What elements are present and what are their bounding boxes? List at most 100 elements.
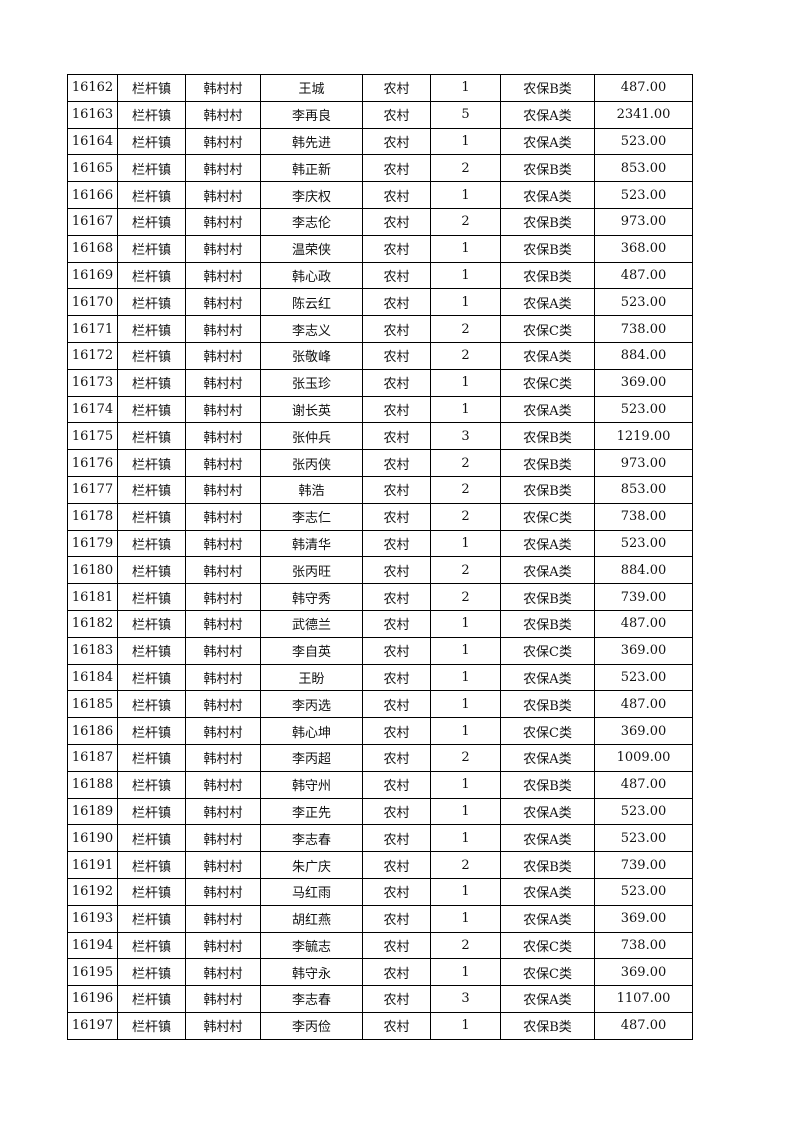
cell-name: 张丙旺 <box>260 556 363 585</box>
cell-row-id: 16172 <box>67 341 118 370</box>
cell-name: 张玉珍 <box>260 368 363 397</box>
cell-town: 栏杆镇 <box>117 74 186 102</box>
cell-row-id: 16196 <box>67 985 118 1013</box>
cell-village: 韩村村 <box>185 315 261 343</box>
cell-village: 韩村村 <box>185 74 261 102</box>
cell-village: 韩村村 <box>185 824 261 853</box>
cell-insurance-type: 农保C类 <box>500 502 595 531</box>
table-row: 16183 栏杆镇 韩村村 李自英 农村 1 农保C类 369.00 <box>67 636 693 665</box>
cell-household-count: 1 <box>430 797 501 826</box>
cell-name: 韩守州 <box>260 770 363 799</box>
cell-row-id: 16186 <box>67 717 118 745</box>
cell-town: 栏杆镇 <box>117 717 186 745</box>
table-row: 16182 栏杆镇 韩村村 武德兰 农村 1 农保B类 487.00 <box>67 609 693 638</box>
cell-name: 李丙超 <box>260 743 363 772</box>
cell-row-id: 16164 <box>67 127 118 156</box>
cell-household-count: 2 <box>430 583 501 611</box>
cell-village: 韩村村 <box>185 609 261 638</box>
cell-category: 农村 <box>362 583 431 611</box>
cell-village: 韩村村 <box>185 797 261 826</box>
cell-insurance-type: 农保A类 <box>500 797 595 826</box>
cell-town: 栏杆镇 <box>117 127 186 156</box>
cell-insurance-type: 农保B类 <box>500 207 595 236</box>
cell-row-id: 16175 <box>67 422 118 451</box>
table-row: 16188 栏杆镇 韩村村 韩守州 农村 1 农保B类 487.00 <box>67 770 693 799</box>
cell-name: 韩浩 <box>260 475 363 504</box>
cell-amount: 853.00 <box>594 154 693 183</box>
cell-insurance-type: 农保C类 <box>500 958 595 987</box>
cell-town: 栏杆镇 <box>117 583 186 611</box>
table-row: 16190 栏杆镇 韩村村 李志春 农村 1 农保A类 523.00 <box>67 824 693 853</box>
cell-name: 张丙侠 <box>260 449 363 477</box>
cell-name: 韩心政 <box>260 261 363 290</box>
cell-amount: 487.00 <box>594 770 693 799</box>
cell-name: 陈云红 <box>260 288 363 317</box>
cell-category: 农村 <box>362 931 431 960</box>
cell-name: 李正先 <box>260 797 363 826</box>
cell-amount: 738.00 <box>594 502 693 531</box>
cell-row-id: 16163 <box>67 100 118 129</box>
cell-name: 李再良 <box>260 100 363 129</box>
cell-row-id: 16185 <box>67 690 118 719</box>
cell-category: 农村 <box>362 288 431 317</box>
table-row: 16163 栏杆镇 韩村村 李再良 农村 5 农保A类 2341.00 <box>67 100 693 129</box>
table-row: 16187 栏杆镇 韩村村 李丙超 农村 2 农保A类 1009.00 <box>67 743 693 772</box>
cell-village: 韩村村 <box>185 556 261 585</box>
cell-insurance-type: 农保A类 <box>500 395 595 424</box>
cell-row-id: 16170 <box>67 288 118 317</box>
cell-insurance-type: 农保B类 <box>500 475 595 504</box>
cell-village: 韩村村 <box>185 341 261 370</box>
cell-name: 韩守永 <box>260 958 363 987</box>
cell-name: 韩守秀 <box>260 583 363 611</box>
cell-category: 农村 <box>362 663 431 692</box>
cell-insurance-type: 农保A类 <box>500 288 595 317</box>
cell-village: 韩村村 <box>185 1011 261 1040</box>
table-row: 16178 栏杆镇 韩村村 李志仁 农村 2 农保C类 738.00 <box>67 502 693 531</box>
table-row: 16174 栏杆镇 韩村村 谢长英 农村 1 农保A类 523.00 <box>67 395 693 424</box>
cell-category: 农村 <box>362 609 431 638</box>
cell-household-count: 1 <box>430 690 501 719</box>
cell-household-count: 2 <box>430 743 501 772</box>
cell-village: 韩村村 <box>185 583 261 611</box>
cell-village: 韩村村 <box>185 958 261 987</box>
cell-town: 栏杆镇 <box>117 341 186 370</box>
cell-row-id: 16176 <box>67 449 118 477</box>
table-row: 16186 栏杆镇 韩村村 韩心坤 农村 1 农保C类 369.00 <box>67 717 693 745</box>
table-row: 16194 栏杆镇 韩村村 李毓志 农村 2 农保C类 738.00 <box>67 931 693 960</box>
cell-amount: 487.00 <box>594 690 693 719</box>
cell-category: 农村 <box>362 127 431 156</box>
table-row: 16184 栏杆镇 韩村村 王盼 农村 1 农保A类 523.00 <box>67 663 693 692</box>
cell-town: 栏杆镇 <box>117 556 186 585</box>
cell-household-count: 1 <box>430 824 501 853</box>
cell-category: 农村 <box>362 181 431 209</box>
cell-amount: 368.00 <box>594 234 693 263</box>
cell-insurance-type: 农保B类 <box>500 690 595 719</box>
cell-village: 韩村村 <box>185 877 261 906</box>
cell-town: 栏杆镇 <box>117 422 186 451</box>
cell-row-id: 16169 <box>67 261 118 290</box>
cell-amount: 739.00 <box>594 583 693 611</box>
table-row: 16195 栏杆镇 韩村村 韩守永 农村 1 农保C类 369.00 <box>67 958 693 987</box>
cell-name: 李丙选 <box>260 690 363 719</box>
cell-town: 栏杆镇 <box>117 100 186 129</box>
cell-row-id: 16183 <box>67 636 118 665</box>
table-row: 16191 栏杆镇 韩村村 朱广庆 农村 2 农保B类 739.00 <box>67 851 693 879</box>
cell-name: 韩先进 <box>260 127 363 156</box>
cell-row-id: 16162 <box>67 74 118 102</box>
cell-name: 李自英 <box>260 636 363 665</box>
cell-category: 农村 <box>362 207 431 236</box>
cell-village: 韩村村 <box>185 234 261 263</box>
cell-name: 胡红燕 <box>260 904 363 933</box>
cell-household-count: 1 <box>430 717 501 745</box>
cell-amount: 369.00 <box>594 368 693 397</box>
cell-village: 韩村村 <box>185 475 261 504</box>
cell-town: 栏杆镇 <box>117 609 186 638</box>
cell-town: 栏杆镇 <box>117 958 186 987</box>
cell-town: 栏杆镇 <box>117 502 186 531</box>
cell-household-count: 1 <box>430 904 501 933</box>
cell-household-count: 1 <box>430 529 501 558</box>
cell-town: 栏杆镇 <box>117 261 186 290</box>
cell-village: 韩村村 <box>185 100 261 129</box>
table-row: 16162 栏杆镇 韩村村 王城 农村 1 农保B类 487.00 <box>67 74 693 102</box>
cell-name: 李志仁 <box>260 502 363 531</box>
